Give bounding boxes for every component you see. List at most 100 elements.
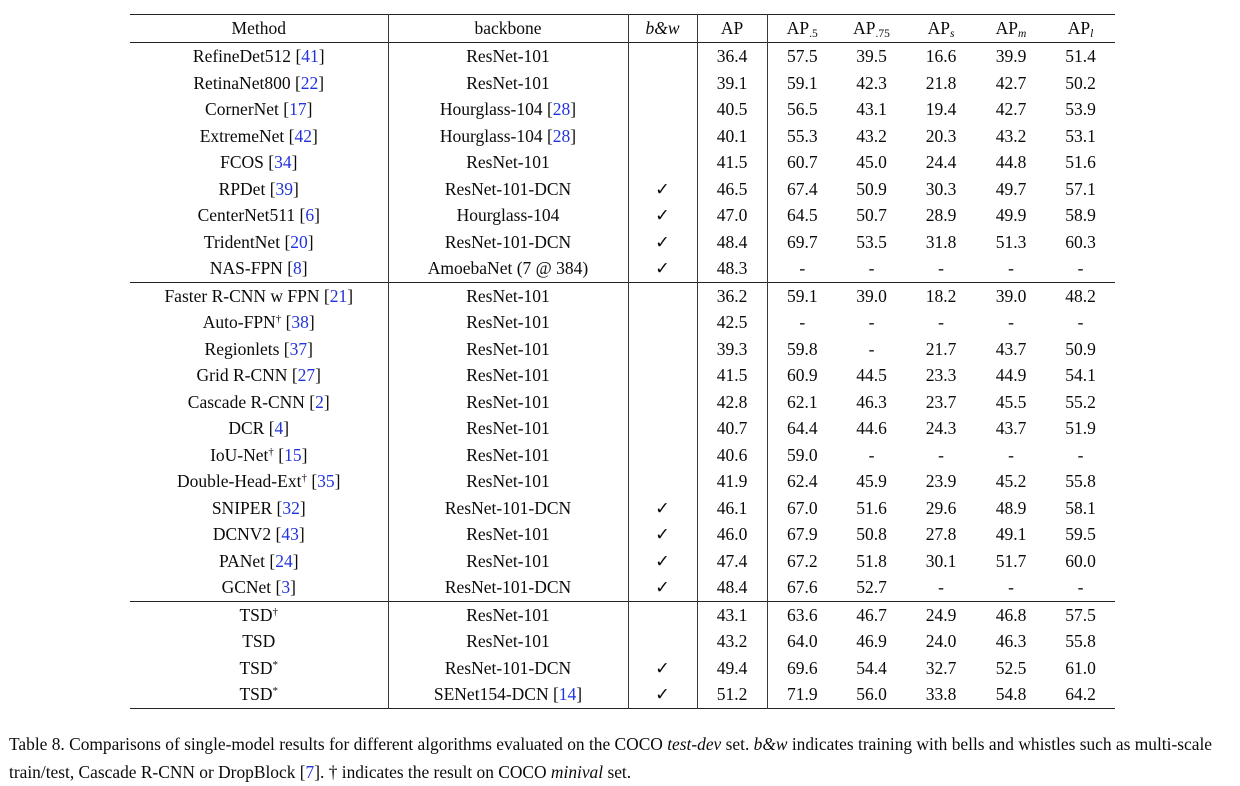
citation-link[interactable]: 6 <box>305 205 315 225</box>
citation-link[interactable]: 21 <box>329 285 348 306</box>
citation-link[interactable]: 7 <box>305 761 315 782</box>
method-cell: Double-Head-Ext† [35] <box>130 468 389 495</box>
metric-value: 51.4 <box>1065 46 1096 66</box>
metric-cell: 41.5 <box>697 149 768 176</box>
citation-link[interactable]: 14 <box>558 684 577 704</box>
citation-link[interactable]: 38 <box>291 312 309 332</box>
header-row: Method backbone b&w AP AP.5 AP.75 APs APm APl <box>130 14 1115 43</box>
citation-link[interactable]: 3 <box>281 577 291 597</box>
metric-cell: 48.4 <box>697 228 768 255</box>
metric-cell: 43.7 <box>976 415 1046 442</box>
backbone-cell: ResNet-101-DCN <box>388 654 629 681</box>
caption-text: indicates training with bells and whistl… <box>9 734 1213 782</box>
backbone-cell: ResNet-101 <box>388 69 629 96</box>
table-row: IoU-Net† [15] ResNet-101 40.6 59.0 - - - - <box>130 441 1115 469</box>
backbone-cell: AmoebaNet (7 @ 384) <box>388 255 629 282</box>
column-header-8: APl <box>1046 15 1115 43</box>
citation-link[interactable]: 35 <box>317 471 335 491</box>
metric-cell: 43.1 <box>697 601 768 628</box>
metric-value: 46.3 <box>995 631 1027 651</box>
citation-link[interactable]: 8 <box>293 258 302 278</box>
method-name: TSD <box>242 631 276 651</box>
metric-value: 60.7 <box>786 152 818 172</box>
metric-cell: 46.3 <box>976 628 1046 655</box>
bells-whistles-cell <box>628 468 698 495</box>
citation-link[interactable]: 24 <box>275 550 293 571</box>
metric-value: 67.2 <box>786 550 818 571</box>
bracket-close: ] <box>314 205 320 225</box>
metric-cell: 53.9 <box>1046 96 1115 123</box>
citation-link[interactable]: 15 <box>284 444 302 465</box>
bracket-open: [ <box>319 285 330 306</box>
backbone-name: ResNet-101-DCN <box>444 231 572 252</box>
metric-value: 59.5 <box>1065 524 1096 544</box>
method-name: TSD <box>239 657 273 678</box>
bracket-close: ] <box>323 391 330 412</box>
backbone-name: ResNet-101 <box>466 418 550 438</box>
metric-cell: 42.7 <box>976 96 1046 123</box>
backbone-name: ResNet-101 <box>466 604 550 625</box>
backbone-name: ResNet-101 <box>466 285 550 306</box>
metric-value: 49.9 <box>995 205 1027 225</box>
citation-link[interactable]: 34 <box>274 152 292 172</box>
bracket-close: ] <box>315 365 321 385</box>
backbone-cell: SENet154-DCN [14] <box>388 681 629 708</box>
metric-cell: 69.7 <box>767 229 837 256</box>
citation-link[interactable]: 20 <box>290 231 308 252</box>
table-row: RefineDet512 [41] ResNet-101 36.4 57.5 39.5 1… <box>130 42 1115 70</box>
method-superscript: * <box>272 685 279 697</box>
citation-link[interactable]: 41 <box>301 46 319 66</box>
column-header-label: AP <box>995 18 1019 39</box>
column-header-7: APm <box>976 15 1046 43</box>
citation-link[interactable]: 39 <box>275 178 294 199</box>
citation-link[interactable]: 2 <box>315 391 324 412</box>
metric-value: 50.9 <box>1065 338 1096 359</box>
citation-link[interactable]: 4 <box>274 418 284 438</box>
metric-value: 52.5 <box>995 657 1027 678</box>
method-name: TSD <box>239 684 273 704</box>
table-row: TSD ResNet-101 43.2 64.0 46.9 24.0 46.3 55.8 <box>130 628 1115 655</box>
method-name: Grid R-CNN <box>196 365 288 385</box>
metric-cell: 40.6 <box>697 441 768 468</box>
metric-cell: 33.8 <box>906 681 976 708</box>
method-cell: CenterNet511 [6] <box>130 202 389 229</box>
metric-value: - <box>938 312 944 332</box>
metric-value: 44.6 <box>856 418 887 438</box>
method-cell: IoU-Net† [15] <box>130 441 389 468</box>
citation-link[interactable]: 28 <box>552 99 571 119</box>
section-tsd-ours: TSD† ResNet-101 43.1 63.6 46.7 24.9 46.8 57.5 TS… <box>130 601 1115 708</box>
backbone-cell: ResNet-101 <box>388 362 629 389</box>
bracket-close: ] <box>292 550 299 571</box>
citation-link[interactable]: 17 <box>289 99 307 119</box>
metric-value: 44.8 <box>995 152 1027 172</box>
citation-link[interactable]: 42 <box>294 125 312 146</box>
citation-link[interactable]: 22 <box>300 72 319 93</box>
metric-value: 21.8 <box>925 72 957 93</box>
metric-value: 64.2 <box>1065 684 1096 704</box>
section-single-stage-detectors: RefineDet512 [41] ResNet-101 36.4 57.5 39.5 1… <box>130 42 1115 282</box>
metric-cell: 50.8 <box>837 521 906 548</box>
checkmark-icon: ✓ <box>655 524 670 544</box>
citation-link[interactable]: 28 <box>552 125 571 146</box>
metric-cell: 44.9 <box>976 362 1046 389</box>
citation-link[interactable]: 32 <box>282 497 300 518</box>
method-cell: TSD* <box>130 681 389 708</box>
metric-value: 30.3 <box>925 178 957 199</box>
method-name: DCNV2 <box>212 524 272 544</box>
metric-value: 39.5 <box>856 46 887 66</box>
metric-cell: 50.9 <box>1046 336 1115 363</box>
bells-whistles-cell <box>628 122 698 149</box>
metric-cell: 62.1 <box>767 389 837 416</box>
citation-link[interactable]: 43 <box>281 524 299 544</box>
method-cell: TridentNet [20] <box>130 228 389 255</box>
citation-link[interactable]: 27 <box>297 365 316 385</box>
metric-value: - <box>868 312 875 332</box>
metric-cell: 64.2 <box>1046 681 1115 708</box>
method-name: SNIPER <box>211 497 273 518</box>
method-cell: TSD* <box>130 654 389 681</box>
backbone-name: Hourglass-104 <box>439 125 543 146</box>
metric-cell: 59.0 <box>767 442 837 469</box>
metric-cell: - <box>837 309 906 336</box>
column-header-4: AP.5 <box>767 15 837 43</box>
citation-link[interactable]: 37 <box>289 338 308 359</box>
